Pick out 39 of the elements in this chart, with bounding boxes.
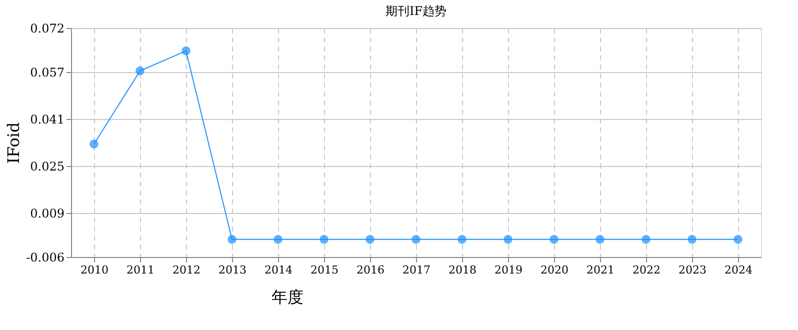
- point: [734, 234, 742, 244]
- x-tick-label: 2017: [402, 264, 430, 276]
- point: [228, 234, 236, 244]
- y-tick-label: 0.072: [30, 22, 64, 36]
- x-tick-label: 2021: [586, 264, 614, 276]
- x-tick-label: 2022: [632, 264, 660, 276]
- x-tick-label: 2011: [126, 264, 154, 276]
- point: [412, 234, 420, 244]
- x-tick-label: 2012: [172, 264, 200, 276]
- x-axis-title: 年度: [272, 288, 304, 306]
- x-tick-label: 2024: [724, 264, 752, 276]
- point: [458, 234, 466, 244]
- point: [366, 234, 374, 244]
- x-tick-label: 2016: [356, 264, 384, 276]
- point: [90, 140, 98, 148]
- x-tick-label: 2018: [448, 264, 476, 276]
- x-tick-label: 2023: [678, 264, 706, 276]
- point: [320, 234, 328, 244]
- x-tick-label: 2020: [540, 264, 568, 276]
- y-tick-label: -0.006: [26, 250, 64, 264]
- chart-title: 期刊IF趋势: [385, 4, 447, 18]
- point: [182, 46, 190, 56]
- point: [642, 234, 650, 244]
- point: [596, 234, 604, 244]
- point: [688, 234, 696, 244]
- point: [504, 234, 512, 244]
- x-tick-label: 2010: [80, 264, 108, 276]
- point: [274, 234, 282, 244]
- x-tick-label: 2014: [264, 264, 292, 276]
- y-tick-label: 0.025: [30, 159, 64, 174]
- x-tick-label: 2015: [310, 264, 338, 276]
- x-tick-label: 2013: [218, 264, 246, 276]
- y-tick-label: 0.041: [30, 112, 64, 127]
- point: [550, 234, 558, 244]
- x-tick-label: 2019: [494, 264, 522, 276]
- y-tick-label: 0.009: [30, 206, 64, 220]
- point: [136, 66, 144, 76]
- y-tick-label: 0.057: [30, 66, 64, 80]
- y-axis-title: IFoid: [4, 122, 24, 164]
